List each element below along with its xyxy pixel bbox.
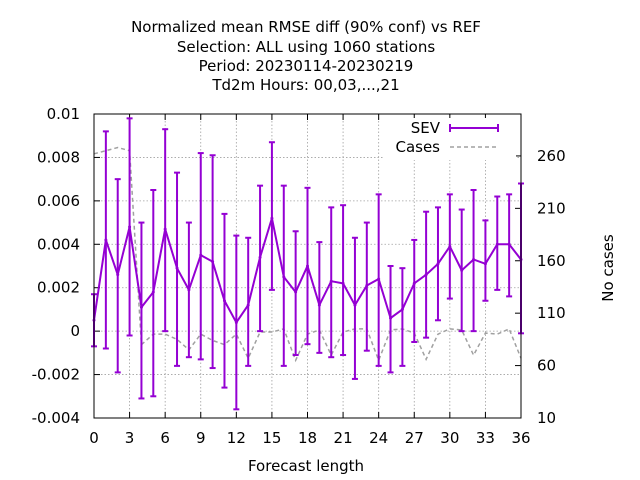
sev-point — [294, 290, 298, 294]
sev-error-bar — [268, 141, 275, 291]
plot-frame — [93, 113, 522, 419]
sev-error-bar — [482, 219, 489, 302]
x-tick-label: 3 — [125, 429, 135, 447]
sev-point — [495, 242, 499, 246]
chart-title: Normalized mean RMSE diff (90% conf) vs … — [131, 18, 481, 94]
x-tick-label: 0 — [89, 429, 99, 447]
sev-point — [317, 303, 321, 307]
sev-error-bar — [399, 267, 406, 367]
sev-point — [151, 290, 155, 294]
series-sev — [91, 117, 524, 411]
title-line-2: Selection: ALL using 1060 stations — [177, 38, 436, 56]
y-tick-label: 0.006 — [37, 192, 80, 210]
sev-error-bar — [411, 238, 418, 343]
sev-point — [483, 262, 487, 266]
sev-point — [222, 299, 226, 303]
sev-point — [507, 242, 511, 246]
sev-point — [282, 275, 286, 279]
y-tick-label: 0.008 — [37, 148, 80, 166]
x-tick-label: 15 — [262, 429, 281, 447]
sev-point — [306, 264, 309, 268]
sev-point — [353, 303, 357, 307]
y2-tick-label: 10 — [537, 409, 556, 427]
x-tick-label: 12 — [227, 429, 246, 447]
sev-point — [341, 281, 345, 285]
sev-error-bar — [351, 236, 358, 380]
y-tick-label: -0.002 — [32, 366, 80, 384]
legend: SEV Cases — [384, 118, 516, 160]
x-axis-ticks: 0 3 6 9 12 15 18 21 24 27 30 33 36 — [89, 114, 531, 447]
sev-point — [234, 320, 238, 324]
x-tick-label: 36 — [511, 429, 530, 447]
sev-point — [163, 227, 167, 231]
sev-point — [472, 257, 476, 261]
sev-point — [400, 307, 404, 311]
sev-point — [128, 225, 132, 229]
sev-error-bar — [316, 241, 323, 354]
legend-label-sev: SEV — [411, 119, 441, 137]
sev-error-bar — [340, 204, 347, 357]
sev-point — [258, 255, 262, 259]
y2-axis-ticks: 10 60 110 160 210 260 — [515, 147, 566, 427]
sev-point — [329, 279, 333, 283]
legend-swatch-sev — [449, 124, 499, 132]
y2-tick-label: 210 — [537, 199, 566, 217]
sev-point — [389, 316, 393, 320]
sev-point — [116, 273, 120, 277]
sev-point — [139, 305, 143, 309]
sev-point — [412, 281, 416, 285]
x-tick-label: 30 — [440, 429, 459, 447]
x-tick-label: 24 — [369, 429, 388, 447]
sev-point — [175, 266, 179, 270]
y-tick-label: -0.004 — [32, 409, 80, 427]
sev-point — [460, 268, 464, 272]
legend-label-cases: Cases — [395, 138, 440, 156]
y2-tick-label: 260 — [537, 147, 566, 165]
x-tick-label: 33 — [476, 429, 495, 447]
x-tick-label: 9 — [196, 429, 206, 447]
sev-point — [270, 216, 274, 220]
sev-point — [211, 260, 215, 264]
x-axis-label: Forecast length — [248, 457, 364, 475]
x-tick-label: 27 — [405, 429, 424, 447]
sev-point — [104, 238, 108, 242]
x-tick-label: 21 — [334, 429, 353, 447]
title-line-4: Td2m Hours: 00,03,...,21 — [211, 76, 399, 94]
sev-point — [246, 303, 250, 307]
y-tick-label: 0.01 — [47, 105, 80, 123]
title-line-3: Period: 20230114-20230219 — [199, 57, 414, 75]
y-tick-label: 0 — [70, 322, 80, 340]
title-line-1: Normalized mean RMSE diff (90% conf) vs … — [131, 18, 481, 36]
y2-tick-label: 110 — [537, 304, 566, 322]
sev-point — [199, 253, 203, 257]
y-tick-label: 0.004 — [37, 235, 80, 253]
y2-tick-label: 160 — [537, 252, 566, 270]
sev-error-bar — [138, 221, 145, 400]
x-tick-label: 6 — [160, 429, 170, 447]
sev-point — [448, 244, 452, 248]
x-tick-label: 18 — [298, 429, 317, 447]
y-tick-label: 0.002 — [37, 279, 80, 297]
y-axis-ticks: -0.004 -0.002 0 0.002 0.004 0.006 0.008 0.01 — [32, 105, 100, 427]
sev-point — [365, 284, 369, 288]
sev-point — [187, 288, 191, 292]
sev-point — [377, 277, 381, 281]
sev-point — [436, 262, 440, 266]
y2-tick-label: 60 — [537, 357, 556, 375]
y2-axis-label: No cases — [599, 234, 617, 302]
sev-point — [424, 273, 428, 277]
